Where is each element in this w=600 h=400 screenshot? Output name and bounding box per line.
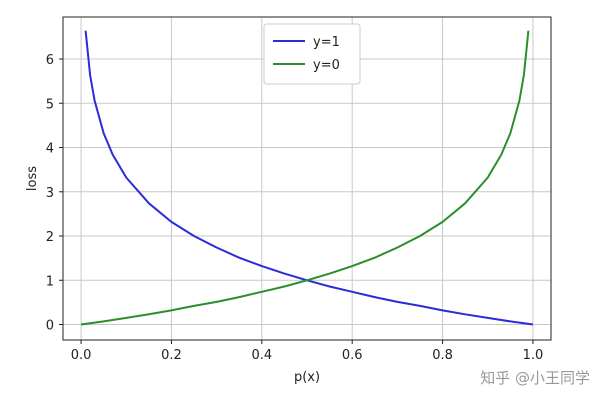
plot-frame	[62, 16, 552, 341]
x-tick-label: 0.8	[432, 348, 453, 363]
legend-box	[263, 23, 361, 85]
y-tick-label: 5	[46, 97, 54, 112]
legend: y=1 y=0	[263, 23, 361, 85]
y-tick-label: 6	[46, 53, 54, 68]
x-axis-label: p(x)	[294, 370, 320, 385]
x-tick-label: 0.0	[71, 348, 92, 363]
y-tick-label: 4	[46, 142, 54, 157]
y-tick-label: 3	[46, 186, 54, 201]
series-line-1	[84, 30, 534, 326]
watermark-text: 知乎 @小王同学	[480, 369, 590, 387]
y-axis-ticks: 0 1 2 3 4 5 6	[46, 53, 63, 334]
series-line-2	[80, 30, 530, 326]
legend-label-1: y=1	[313, 35, 340, 50]
legend-label-2: y=0	[313, 58, 340, 73]
x-axis-ticks: 0.0 0.2 0.4 0.6 0.8 1.0	[71, 340, 544, 363]
y-axis-label: loss	[25, 166, 40, 191]
x-tick-label: 0.6	[342, 348, 363, 363]
x-tick-label: 0.4	[251, 348, 272, 363]
y-tick-label: 2	[46, 230, 54, 245]
series-lines	[80, 30, 534, 326]
x-tick-label: 1.0	[523, 348, 544, 363]
x-tick-label: 0.2	[161, 348, 182, 363]
y-tick-label: 0	[46, 319, 54, 334]
y-tick-label: 1	[46, 274, 54, 289]
